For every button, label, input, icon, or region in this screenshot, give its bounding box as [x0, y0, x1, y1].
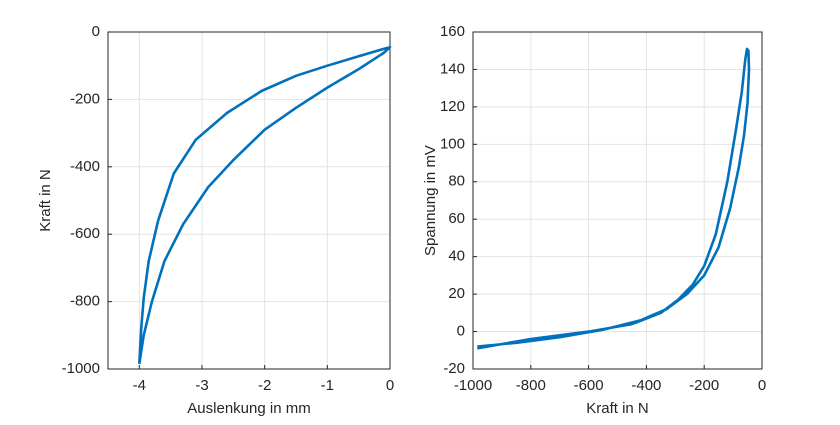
- y-tick-label: 0: [92, 23, 100, 40]
- y-tick-label: 40: [448, 248, 465, 265]
- x-tick-label: 0: [758, 377, 766, 394]
- y-axis-label: Kraft in N: [37, 169, 54, 232]
- y-tick-label: 140: [440, 60, 465, 77]
- x-tick-label: -1000: [454, 377, 492, 394]
- plot-area: [108, 32, 390, 369]
- y-tick-label: 60: [448, 210, 465, 227]
- y-tick-label: -800: [70, 293, 100, 310]
- axes-box: [107, 31, 391, 370]
- plot-area: [473, 32, 762, 369]
- y-tick-label: 0: [457, 323, 465, 340]
- x-tick-label: 0: [386, 377, 394, 394]
- x-axis-label: Auslenkung in mm: [187, 400, 310, 417]
- y-axis-label: Spannung in mV: [422, 145, 439, 256]
- y-tick-label: -1000: [62, 360, 100, 377]
- x-tick-label: -1: [321, 377, 334, 394]
- y-tick-label: 20: [448, 285, 465, 302]
- y-tick-label: 160: [440, 23, 465, 40]
- data-line: [477, 47, 751, 350]
- x-tick-label: -800: [516, 377, 546, 394]
- x-tick-label: -3: [195, 377, 208, 394]
- y-tick-label: -200: [70, 90, 100, 107]
- data-line: [138, 45, 392, 365]
- y-tick-label: -600: [70, 225, 100, 242]
- y-tick-label: 120: [440, 98, 465, 115]
- x-axis-label: Kraft in N: [586, 400, 649, 417]
- x-tick-label: -400: [631, 377, 661, 394]
- y-tick-label: -400: [70, 158, 100, 175]
- x-tick-label: -4: [133, 377, 146, 394]
- y-tick-label: 100: [440, 135, 465, 152]
- x-tick-label: -200: [689, 377, 719, 394]
- y-tick-label: -20: [443, 360, 465, 377]
- x-tick-label: -2: [258, 377, 271, 394]
- x-tick-label: -600: [574, 377, 604, 394]
- y-tick-label: 80: [448, 173, 465, 190]
- axes-box: [472, 31, 763, 370]
